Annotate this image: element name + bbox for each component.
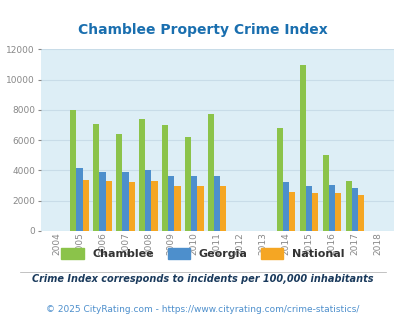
Bar — [139, 119, 145, 231]
Bar — [116, 134, 122, 231]
Bar — [288, 192, 294, 231]
Text: © 2025 CityRating.com - https://www.cityrating.com/crime-statistics/: © 2025 CityRating.com - https://www.city… — [46, 305, 359, 314]
Bar — [145, 170, 151, 231]
Bar — [93, 124, 99, 231]
Bar — [128, 182, 134, 231]
Bar — [162, 125, 168, 231]
Bar — [213, 176, 220, 231]
Bar — [351, 188, 357, 231]
Bar — [276, 128, 282, 231]
Bar — [191, 176, 197, 231]
Bar — [197, 186, 203, 231]
Bar — [99, 172, 105, 231]
Bar — [151, 181, 157, 231]
Bar — [357, 195, 363, 231]
Bar — [76, 168, 83, 231]
Bar — [105, 181, 111, 231]
Bar — [70, 110, 76, 231]
Bar — [122, 172, 128, 231]
Bar — [345, 181, 351, 231]
Bar — [299, 65, 305, 231]
Bar — [220, 186, 226, 231]
Text: Crime Index corresponds to incidents per 100,000 inhabitants: Crime Index corresponds to incidents per… — [32, 274, 373, 284]
Bar — [305, 185, 311, 231]
Bar — [328, 185, 334, 231]
Bar — [322, 155, 328, 231]
Bar — [83, 180, 89, 231]
Bar — [311, 193, 318, 231]
Text: Chamblee Property Crime Index: Chamblee Property Crime Index — [78, 23, 327, 37]
Bar — [334, 193, 340, 231]
Bar — [168, 176, 174, 231]
Bar — [174, 185, 180, 231]
Bar — [282, 182, 288, 231]
Bar — [185, 137, 191, 231]
Bar — [207, 114, 213, 231]
Legend: Chamblee, Georgia, National: Chamblee, Georgia, National — [61, 248, 344, 259]
